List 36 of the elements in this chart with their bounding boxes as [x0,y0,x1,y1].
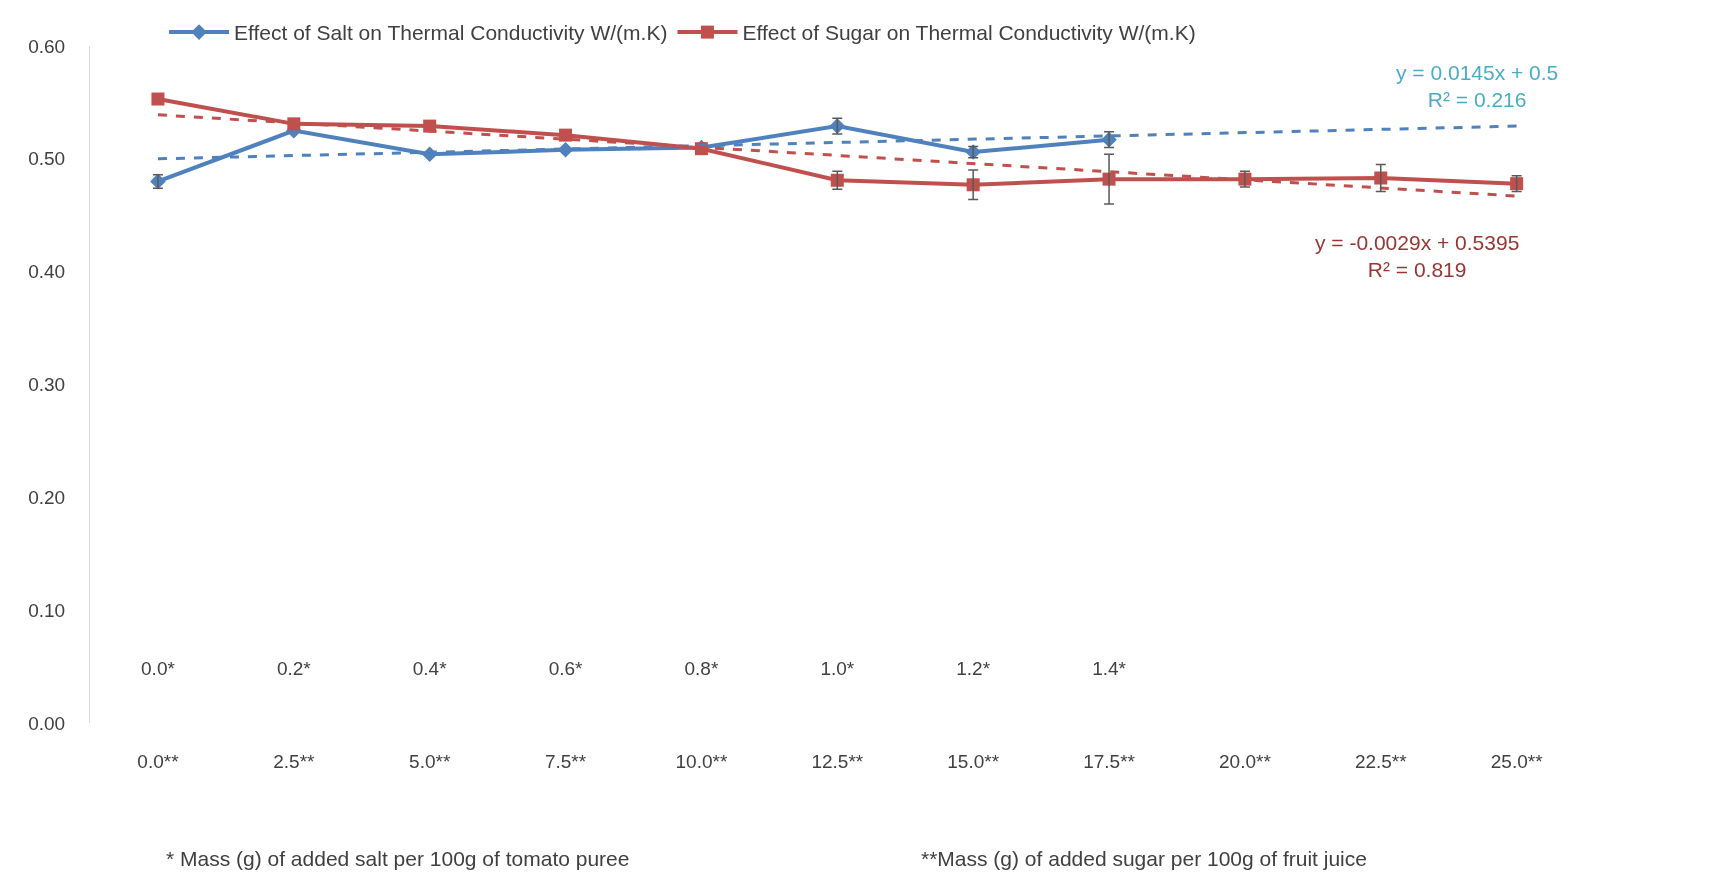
x-tick-label: 5.0** [409,751,451,772]
text: * Mass (g) of added salt per 100g of tomato puree [166,847,630,870]
y-tick-label: 0.30 [28,374,66,396]
point [151,92,165,106]
y-tick-label: 0.60 [28,35,66,57]
annotation: y = 0.0145x + 0.5 R² = 0.216 [1396,61,1559,112]
x-tick-label: 22.5** [1354,751,1408,772]
point [559,128,573,142]
x-tick-label: 25.0** [1490,751,1544,772]
x-tick-label: 10.0** [675,751,728,772]
y-tick-label: 0.00 [28,712,66,734]
x2-tick-label: 0.4* [412,658,448,680]
x-tick-label: 0.0** [137,751,180,772]
y-tick-label: 0.50 [28,148,66,170]
point [830,173,844,187]
y-tick-label: 0.20 [28,486,66,508]
x2-tick-label: 0.8* [684,658,719,680]
x2-tick-label: 1.4* [1092,658,1127,680]
x2-tick-label: 1.2* [956,658,991,680]
x-tick-label: 7.5** [544,751,587,772]
x2-tick-label: 0.0* [141,658,176,680]
legend-label: Effect of Salt on Thermal Conductivity W/(m.K) [234,21,668,45]
y-tick-label: 0.10 [28,599,66,621]
x-tick-label: 20.0** [1219,751,1272,772]
x-tick-label: 17.5** [1083,751,1136,772]
text: **Mass (g) of added sugar per 100g of fruit juice [921,847,1367,870]
legend-label: Effect of Sugar on Thermal Conductivity W/(m.K) [742,21,1196,45]
x-tick-label: 15.0** [947,751,1000,772]
x-tick-label: 2.5** [273,751,316,772]
annotation: y = -0.0029x + 0.5395 R² = 0.819 [1315,231,1520,282]
x-tick-label: 12.5** [811,751,864,772]
point [557,142,574,158]
x2-tick-label: 1.0* [820,658,855,680]
x2-tick-label: 0.2* [276,658,312,680]
y-tick-label: 0.40 [28,261,66,283]
x2-tick-label: 0.6* [548,658,584,680]
